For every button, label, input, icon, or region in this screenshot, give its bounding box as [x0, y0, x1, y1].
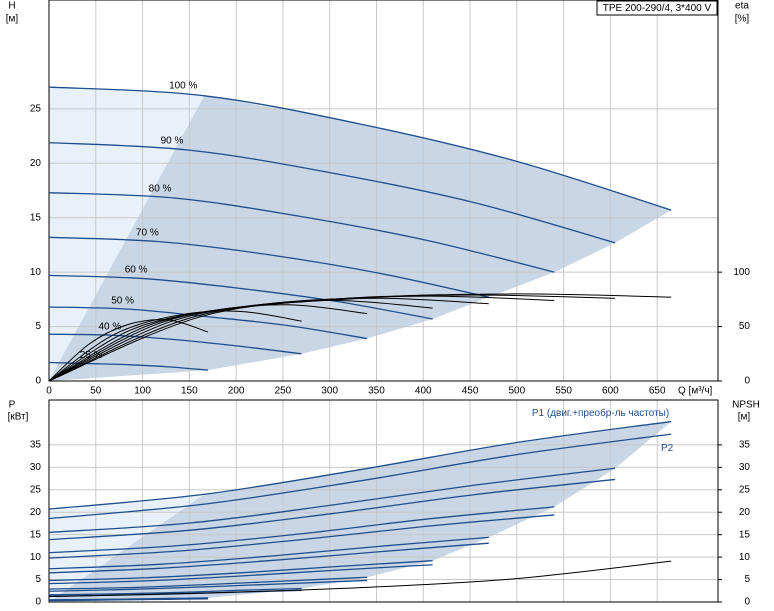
curve-label: 100 %: [169, 81, 197, 92]
x-tick-label: 50: [90, 386, 102, 397]
x-tick-label: 550: [555, 386, 572, 397]
curve-label: 25 %: [80, 350, 103, 361]
x-tick-label: 200: [228, 386, 245, 397]
curve: [48, 597, 209, 601]
curve: [48, 576, 368, 590]
y-tick-label: 25: [30, 103, 42, 114]
curve: [48, 86, 672, 211]
y-tick-label: 5: [35, 321, 41, 332]
curve: [48, 536, 489, 570]
y2-tick-label: 50: [739, 321, 751, 332]
secondary-curve: [48, 319, 209, 382]
curve: [48, 514, 555, 559]
chart-title: TPE 200-290/4, 3*400 V: [603, 3, 712, 14]
x-tick-label: 600: [602, 386, 619, 397]
x-tick-label: 0: [46, 386, 52, 397]
y-tick-label: 35: [30, 440, 42, 451]
secondary-curve: [48, 560, 672, 598]
curve-label: 70 %: [136, 227, 159, 238]
y-tick-label: 20: [30, 158, 42, 169]
x-tick-label: 250: [275, 386, 292, 397]
curve: [48, 506, 555, 554]
curve-label: P1 (двиг.+преобр-ль частоты): [532, 407, 669, 419]
y-tick-label: 10: [30, 552, 42, 563]
title-box: [596, 0, 718, 16]
plot-frame: [48, 399, 719, 603]
curve-label: 50 %: [111, 295, 134, 306]
x-tick-label: 100: [134, 386, 151, 397]
secondary-curve: [48, 310, 302, 382]
y2-tick-label: 35: [739, 440, 751, 451]
curve: [48, 274, 433, 320]
y2-axis-unit: [%]: [735, 14, 750, 25]
x-tick-label: 500: [508, 386, 525, 397]
y-tick-label: 30: [30, 462, 42, 473]
x-axis-label: Q [м³/ч]: [678, 386, 713, 397]
y2-tick-label: 5: [744, 574, 750, 585]
y-tick-label: 10: [30, 267, 42, 278]
curve: [48, 433, 672, 520]
y-tick-label: 25: [30, 484, 42, 495]
curve-label: 90 %: [161, 135, 184, 146]
curve: [48, 236, 489, 298]
y-tick-label: 0: [35, 597, 41, 608]
curve-label: 80 %: [149, 184, 172, 195]
y-axis-label: P: [9, 400, 16, 411]
x-tick-label: 150: [181, 386, 198, 397]
curve: [48, 333, 302, 355]
curve: [48, 141, 616, 244]
curve: [48, 361, 209, 371]
y2-axis-label: NPSH: [732, 400, 760, 411]
curve: [48, 542, 489, 574]
curve: [48, 478, 616, 541]
y-tick-label: 20: [30, 507, 42, 518]
curve-label: 40 %: [99, 322, 122, 333]
y-tick-label: 0: [35, 376, 41, 387]
plot-frame: [48, 0, 719, 382]
y-tick-label: 15: [30, 212, 42, 223]
curve: [48, 306, 368, 340]
y2-tick-label: 25: [739, 484, 751, 495]
x-tick-label: 650: [649, 386, 666, 397]
y2-axis-label: eta: [735, 1, 749, 12]
curve: [48, 579, 368, 592]
x-tick-label: 450: [462, 386, 479, 397]
x-tick-label: 350: [368, 386, 385, 397]
y2-tick-label: 0: [744, 376, 750, 387]
y2-tick-label: 10: [739, 552, 751, 563]
curve: [48, 192, 555, 273]
y-tick-label: 15: [30, 529, 42, 540]
y-axis-label: H: [8, 1, 15, 12]
y-axis-unit: [м]: [6, 14, 19, 25]
y2-axis-unit: [м]: [738, 412, 751, 423]
y2-tick-label: 0: [744, 597, 750, 608]
curve-label: 60 %: [125, 265, 148, 276]
curve: [48, 560, 433, 582]
y-axis-unit: [кВт]: [8, 412, 29, 423]
curve: [48, 467, 616, 534]
y2-tick-label: 100: [733, 267, 750, 278]
curve-label: P2: [661, 443, 674, 454]
y2-tick-label: 15: [739, 529, 751, 540]
curve: [48, 598, 209, 602]
operating-area: [49, 95, 672, 382]
x-tick-label: 300: [321, 386, 338, 397]
x-tick-label: 400: [415, 386, 432, 397]
curve: [48, 564, 433, 585]
y2-tick-label: 20: [739, 507, 751, 518]
curve: [48, 587, 302, 596]
y2-tick-label: 30: [739, 462, 751, 473]
y-tick-label: 5: [35, 574, 41, 585]
curve: [48, 420, 672, 510]
